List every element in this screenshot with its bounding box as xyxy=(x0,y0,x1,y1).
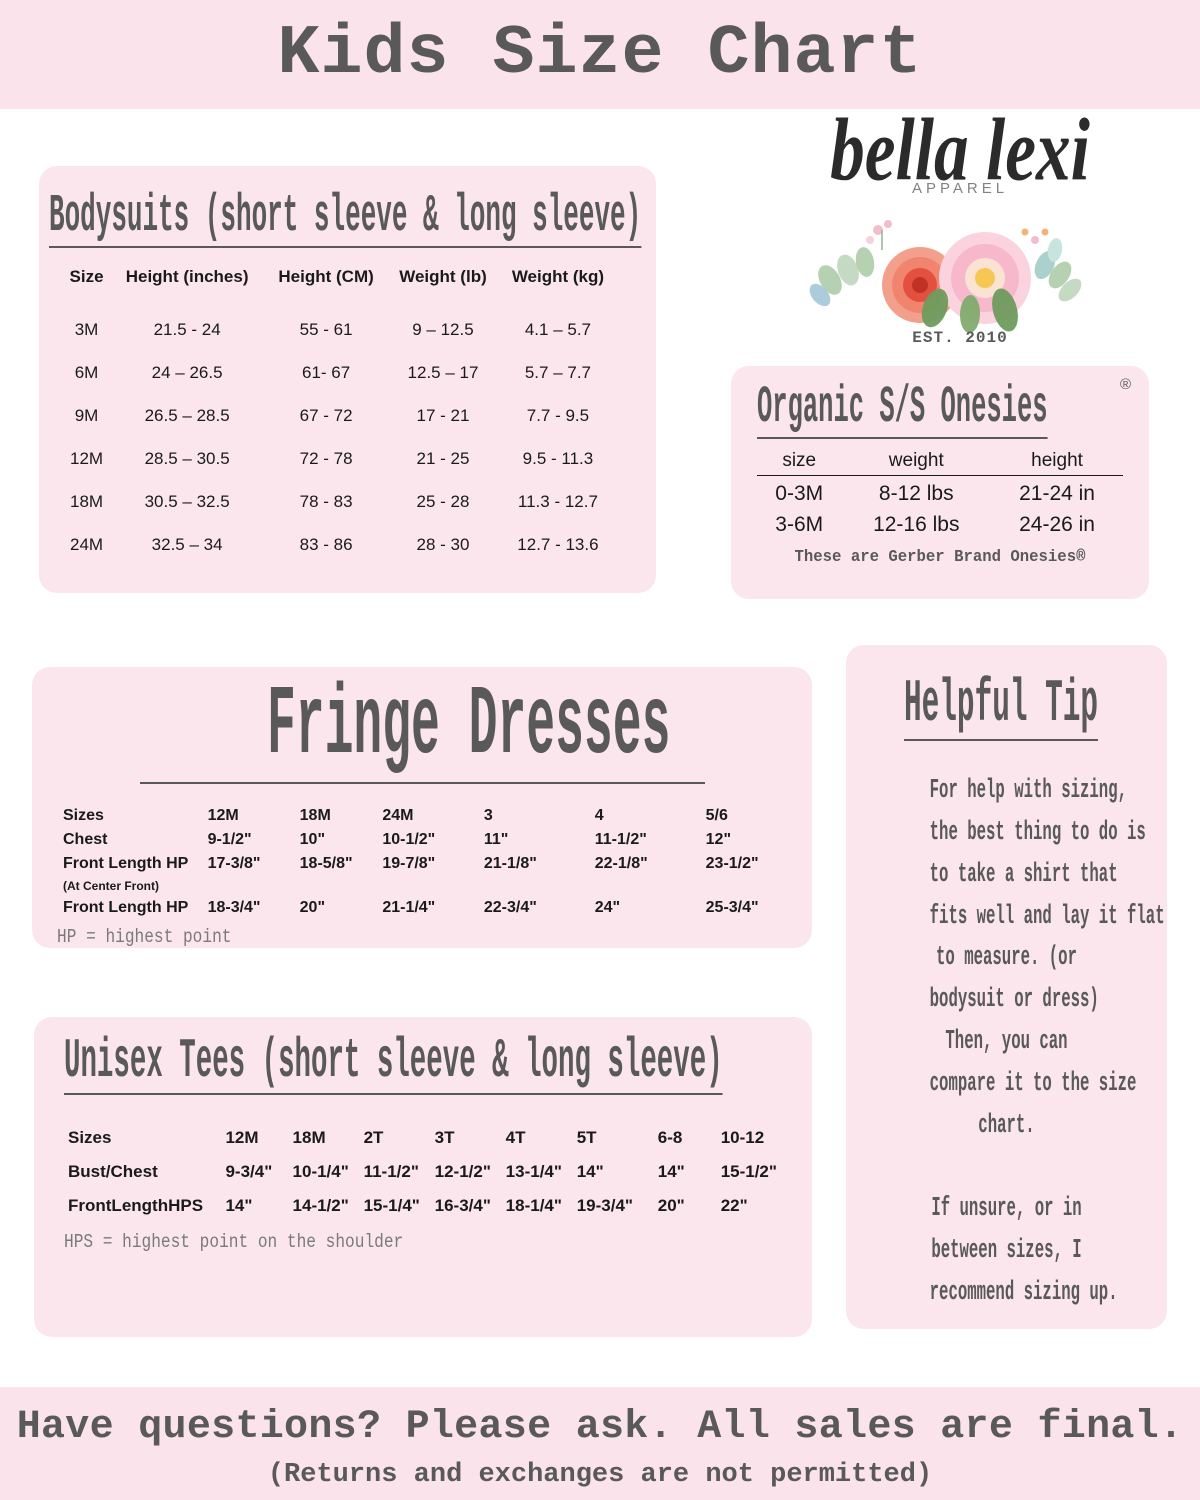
svg-text:EST. 2010: EST. 2010 xyxy=(912,329,1007,347)
